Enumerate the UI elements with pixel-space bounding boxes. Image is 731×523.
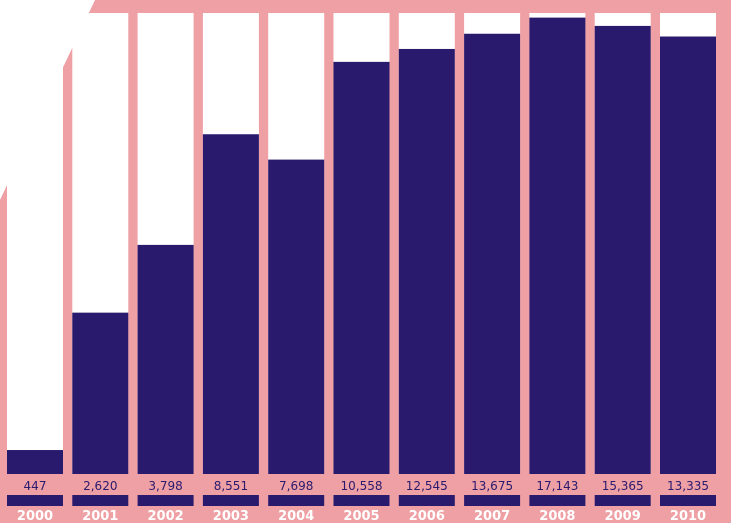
year-band-2003 <box>202 495 259 506</box>
bars-layer: 447 2000 2,620 2001 3,798 2002 8,551 2003 7,698 2… <box>7 13 716 523</box>
bar-track-2000 <box>7 13 63 474</box>
value-label-2001: 2,620 <box>83 479 117 493</box>
year-label-2009: 2009 <box>605 509 641 523</box>
value-label-2008: 17,143 <box>536 479 578 493</box>
year-band-2002 <box>137 495 194 506</box>
value-label-2010: 13,335 <box>667 479 709 493</box>
year-band-2008 <box>529 495 586 506</box>
bar-2006 <box>398 48 455 474</box>
bar-2000 <box>7 450 63 474</box>
value-label-2009: 15,365 <box>602 479 644 493</box>
value-label-2007: 13,675 <box>471 479 513 493</box>
value-label-2004: 7,698 <box>279 479 313 493</box>
year-label-2005: 2005 <box>343 509 379 523</box>
year-label-2006: 2006 <box>409 509 445 523</box>
value-label-2000: 447 <box>24 479 47 493</box>
year-label-2003: 2003 <box>213 509 249 523</box>
year-band-2007 <box>464 495 521 506</box>
year-label-2010: 2010 <box>670 509 706 523</box>
value-label-2003: 8,551 <box>214 479 248 493</box>
year-label-2007: 2007 <box>474 509 510 523</box>
bar-2005 <box>333 61 390 475</box>
year-band-2006 <box>398 495 455 506</box>
year-label-2000: 2000 <box>17 509 53 523</box>
bar-2002 <box>137 244 194 474</box>
year-band-2001 <box>72 495 129 506</box>
bar-2001 <box>72 312 129 474</box>
year-label-2004: 2004 <box>278 509 314 523</box>
bar-2010 <box>660 36 716 475</box>
bar-2007 <box>464 33 521 475</box>
year-band-2010 <box>660 495 716 506</box>
year-band-2009 <box>594 495 651 506</box>
year-label-2001: 2001 <box>82 509 118 523</box>
year-band-2005 <box>333 495 390 506</box>
bar-2008 <box>529 17 586 475</box>
bar-2003 <box>202 134 259 475</box>
bar-2009 <box>594 25 651 475</box>
value-label-2002: 3,798 <box>148 479 182 493</box>
year-label-2002: 2002 <box>148 509 184 523</box>
value-label-2006: 12,545 <box>406 479 448 493</box>
year-band-2004 <box>268 495 325 506</box>
year-label-2008: 2008 <box>539 509 575 523</box>
year-band-2000 <box>7 495 63 506</box>
bar-2004 <box>268 159 325 474</box>
value-label-2005: 10,558 <box>341 479 383 493</box>
